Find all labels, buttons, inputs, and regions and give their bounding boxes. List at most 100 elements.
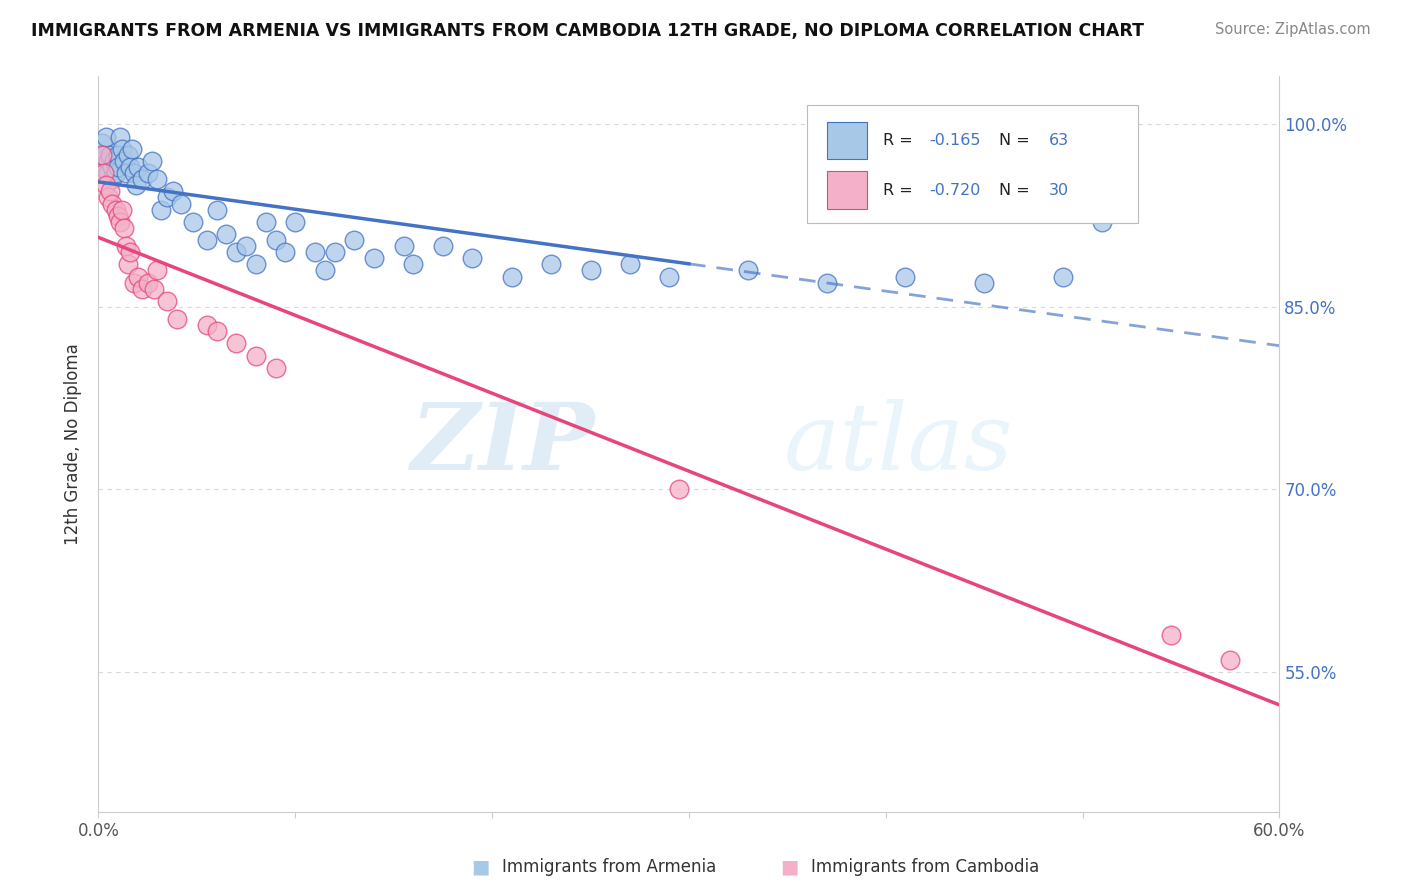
Point: [142, 282, 165, 296]
Text: 63: 63: [1049, 133, 1069, 148]
Point: [170, 196, 193, 211]
Point: [112, 153, 135, 168]
Point: [107, 148, 129, 162]
Point: [264, 233, 287, 247]
Point: [125, 178, 148, 193]
Text: -0.165: -0.165: [929, 133, 981, 148]
Text: N =: N =: [998, 133, 1035, 148]
Point: [432, 239, 454, 253]
Point: [815, 276, 838, 290]
Point: [156, 293, 179, 308]
Point: [392, 239, 415, 253]
Point: [284, 215, 307, 229]
Point: [304, 245, 326, 260]
Point: [156, 190, 179, 204]
Text: ■: ■: [780, 857, 799, 877]
Point: [115, 166, 138, 180]
Point: [225, 245, 247, 260]
Point: [235, 239, 257, 253]
Text: IMMIGRANTS FROM ARMENIA VS IMMIGRANTS FROM CAMBODIA 12TH GRADE, NO DIPLOMA CORRE: IMMIGRANTS FROM ARMENIA VS IMMIGRANTS FR…: [31, 22, 1144, 40]
Point: [195, 233, 218, 247]
Point: [894, 269, 917, 284]
Point: [245, 257, 267, 271]
Text: -0.720: -0.720: [929, 183, 981, 197]
Point: [101, 196, 124, 211]
Point: [323, 245, 346, 260]
Point: [108, 215, 131, 229]
Point: [314, 263, 336, 277]
Point: [1091, 215, 1114, 229]
Text: Source: ZipAtlas.com: Source: ZipAtlas.com: [1215, 22, 1371, 37]
Point: [91, 148, 114, 162]
Point: [619, 257, 641, 271]
Point: [131, 172, 153, 186]
Point: [141, 153, 163, 168]
Point: [131, 282, 153, 296]
Point: [245, 349, 267, 363]
Text: R =: R =: [883, 133, 918, 148]
Point: [973, 276, 995, 290]
Text: ■: ■: [471, 857, 489, 877]
Point: [97, 190, 120, 204]
Point: [540, 257, 562, 271]
Point: [117, 148, 139, 162]
Text: Immigrants from Cambodia: Immigrants from Cambodia: [811, 858, 1039, 876]
Point: [107, 160, 129, 174]
Point: [111, 202, 134, 217]
Point: [103, 153, 125, 168]
Point: [166, 312, 188, 326]
Point: [118, 245, 141, 260]
Point: [225, 336, 247, 351]
Point: [97, 153, 120, 168]
Point: [146, 263, 169, 277]
Point: [117, 257, 139, 271]
Point: [501, 269, 523, 284]
Point: [108, 129, 131, 144]
Y-axis label: 12th Grade, No Diploma: 12th Grade, No Diploma: [65, 343, 83, 545]
Point: [737, 263, 759, 277]
Point: [98, 148, 121, 162]
Point: [122, 166, 145, 180]
Point: [91, 136, 114, 150]
Text: ZIP: ZIP: [411, 399, 595, 489]
Point: [1160, 628, 1182, 642]
Point: [205, 202, 228, 217]
Point: [579, 263, 602, 277]
Point: [96, 129, 118, 144]
Point: [205, 324, 228, 338]
Point: [1052, 269, 1074, 284]
Text: N =: N =: [998, 183, 1035, 197]
Text: atlas: atlas: [783, 399, 1012, 489]
Point: [363, 252, 385, 266]
Point: [98, 185, 121, 199]
Point: [115, 239, 138, 253]
Point: [97, 166, 120, 180]
Point: [658, 269, 681, 284]
Point: [127, 269, 149, 284]
Point: [146, 172, 169, 186]
Point: [162, 185, 184, 199]
Point: [195, 318, 218, 333]
Point: [93, 148, 115, 162]
Point: [127, 160, 149, 174]
Point: [136, 276, 159, 290]
Point: [122, 276, 145, 290]
Text: 30: 30: [1049, 183, 1069, 197]
Point: [111, 142, 134, 156]
Point: [402, 257, 425, 271]
Point: [101, 172, 124, 186]
Point: [118, 160, 141, 174]
Point: [136, 166, 159, 180]
Point: [461, 252, 484, 266]
Point: [1219, 653, 1241, 667]
Point: [96, 178, 118, 193]
Text: R =: R =: [883, 183, 918, 197]
Point: [101, 160, 124, 174]
Point: [254, 215, 277, 229]
Point: [105, 202, 128, 217]
Point: [150, 202, 173, 217]
Point: [215, 227, 238, 241]
Point: [91, 160, 114, 174]
Point: [181, 215, 204, 229]
Point: [112, 220, 135, 235]
